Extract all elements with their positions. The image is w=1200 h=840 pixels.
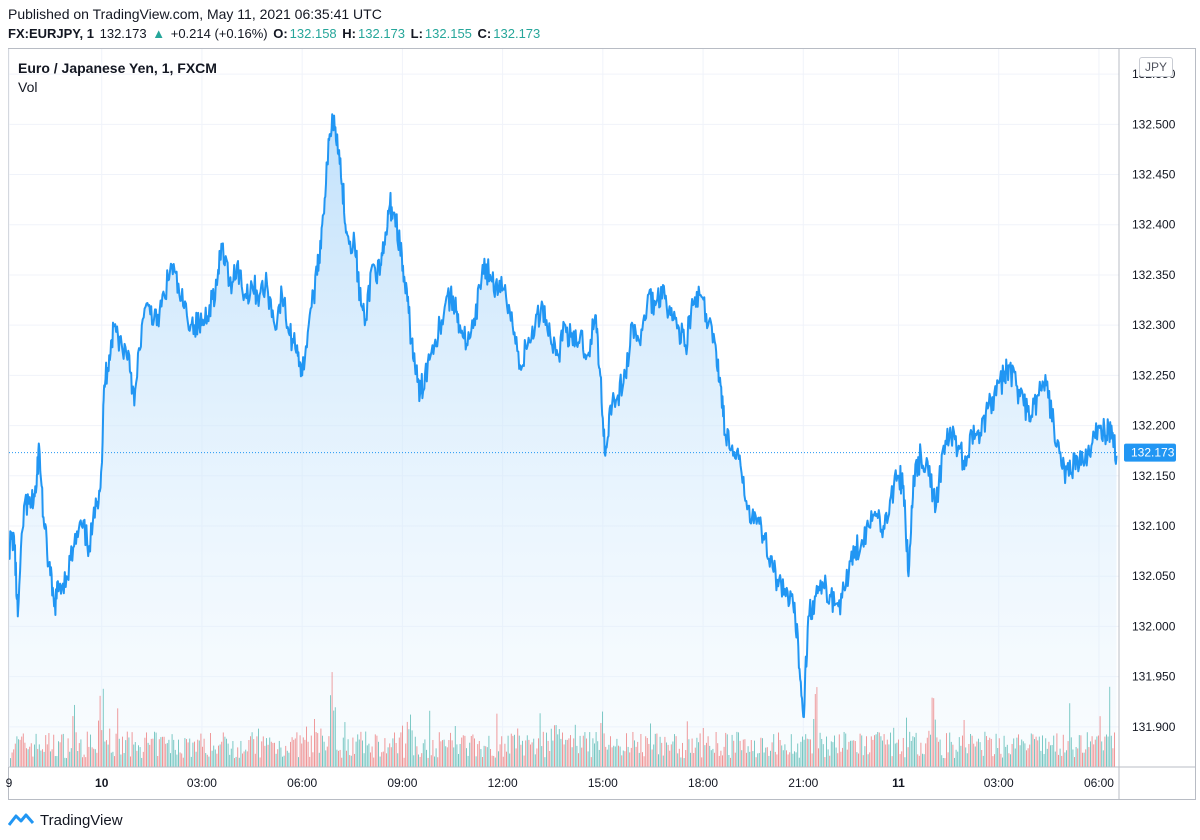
- up-arrow-icon: ▲: [152, 26, 166, 41]
- symbol-label[interactable]: FX:EURJPY, 1: [8, 26, 94, 41]
- high-value: 132.173: [358, 26, 406, 41]
- price-tick-label: 132.250: [1132, 368, 1176, 382]
- brand-name: TradingView: [40, 811, 123, 829]
- published-caption: Published on TradingView.com, May 11, 20…: [8, 6, 382, 22]
- low-label: L:: [410, 26, 423, 41]
- price-tick-label: 132.050: [1132, 569, 1176, 583]
- price-tick-label: 132.200: [1132, 419, 1176, 433]
- close-label: C:: [477, 26, 492, 41]
- time-tick-label: 09:00: [387, 776, 417, 790]
- series-title: Euro / Japanese Yen, 1, FXCM: [18, 60, 217, 76]
- time-tick-label: 9: [6, 776, 13, 790]
- time-tick-label: 11: [892, 776, 905, 790]
- price-tick-label: 131.950: [1132, 670, 1176, 684]
- time-tick-label: 12:00: [488, 776, 518, 790]
- last-price: 132.173: [99, 26, 147, 41]
- price-tick-label: 132.300: [1132, 318, 1176, 332]
- open-value: 132.158: [289, 26, 337, 41]
- price-tick-label: 132.500: [1132, 117, 1176, 131]
- time-tick-label: 06:00: [1084, 776, 1114, 790]
- price-tick-label: 132.400: [1132, 218, 1176, 232]
- svg-text:132.173: 132.173: [1131, 446, 1175, 460]
- currency-button[interactable]: JPY: [1139, 57, 1173, 77]
- time-tick-label: 03:00: [984, 776, 1014, 790]
- price-tick-label: 132.450: [1132, 168, 1176, 182]
- time-tick-label: 03:00: [187, 776, 217, 790]
- tradingview-logo-icon: [8, 813, 34, 826]
- time-tick-label: 15:00: [588, 776, 618, 790]
- high-label: H:: [342, 26, 357, 41]
- price-axis[interactable]: 131.900 131.950 132.000 132.050 132.100 132.1…: [1132, 67, 1176, 734]
- volume-label: Vol: [18, 79, 38, 95]
- price-tick-label: 132.100: [1132, 519, 1176, 533]
- price-area-fill: [9, 114, 1117, 767]
- price-tick-label: 132.350: [1132, 268, 1176, 282]
- time-tick-label: 10: [95, 776, 109, 790]
- time-axis[interactable]: 9 10 03:00 06:00 09:00 12:00 15:00 18:00 21:00 11…: [6, 776, 1115, 790]
- price-tick-label: 131.900: [1132, 720, 1176, 734]
- time-tick-label: 06:00: [287, 776, 317, 790]
- low-value: 132.155: [424, 26, 472, 41]
- price-area: [9, 113, 1118, 767]
- price-line: [9, 113, 1118, 719]
- quote-line: FX:EURJPY, 1 132.173 ▲ +0.214 (+0.16%) O…: [8, 26, 542, 41]
- price-tick-label: 132.150: [1132, 469, 1176, 483]
- close-value: 132.173: [493, 26, 541, 41]
- open-label: O:: [273, 26, 288, 41]
- time-tick-label: 18:00: [688, 776, 718, 790]
- time-tick-label: 21:00: [788, 776, 818, 790]
- price-change: +0.214 (+0.16%): [170, 26, 268, 41]
- tradingview-logo[interactable]: TradingView: [8, 809, 123, 831]
- last-price-tag: 132.173: [1124, 443, 1176, 462]
- price-tick-label: 132.000: [1132, 619, 1176, 633]
